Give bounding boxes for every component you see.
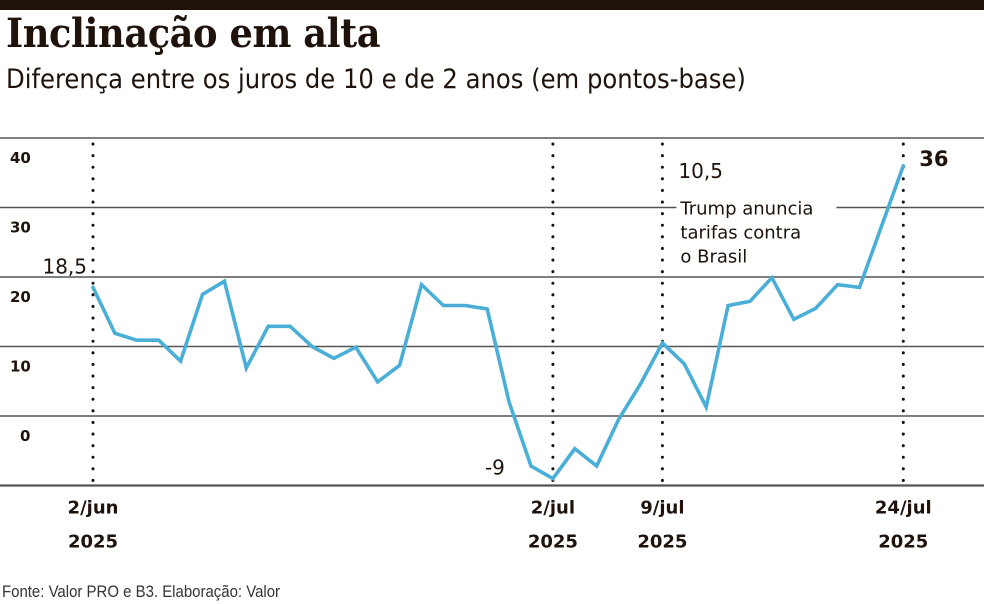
y-tick-label: 0 [20,427,30,445]
data-label: 10,5 [678,159,723,183]
y-tick-label: 40 [10,149,31,167]
x-tick-year: 2025 [68,532,118,553]
y-tick-label: 20 [10,288,31,306]
x-tick-label: 2/jul [531,498,575,519]
x-tick-label: 24/jul [875,498,932,519]
chart-title: Inclinação em alta [6,10,381,57]
chart-subtitle: Diferença entre os juros de 10 e de 2 an… [6,64,746,95]
x-tick-year: 2025 [637,532,687,553]
source-note: Fonte: Valor PRO e B3. Elaboração: Valor [2,582,281,601]
y-tick-label: 30 [10,219,31,237]
event-note-line: Trump anuncia [679,199,813,220]
x-tick-year: 2025 [878,532,928,553]
event-note-line: o Brasil [680,247,747,268]
x-tick-year: 2025 [528,532,578,553]
top-bar [0,0,984,10]
event-note-line: tarifas contra [680,223,801,244]
event-note-background [676,195,837,220]
data-label: -9 [485,456,505,480]
data-label: 36 [919,147,948,171]
data-label: 18,5 [42,254,87,278]
x-tick-label: 2/jun [68,498,119,519]
y-tick-label: 10 [10,358,31,376]
x-tick-label: 9/jul [640,498,684,519]
